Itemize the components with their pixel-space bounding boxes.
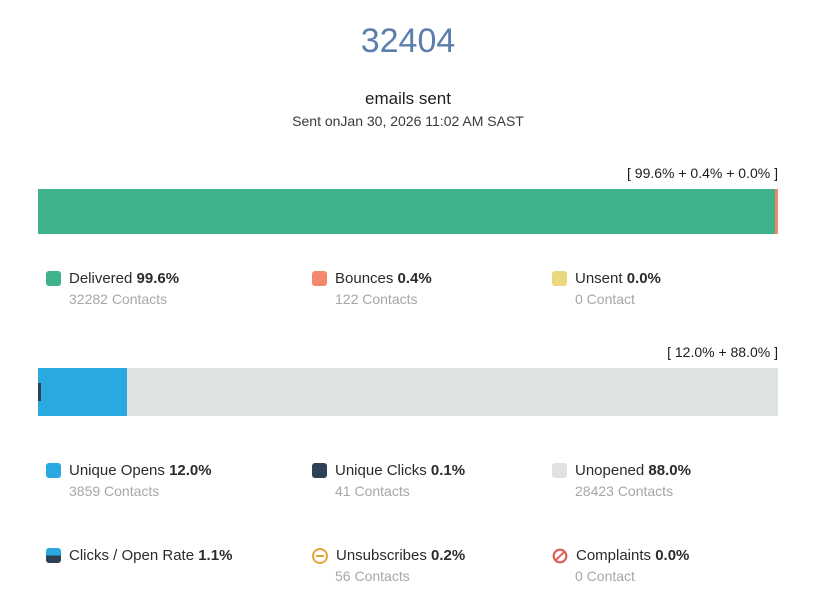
legend-contacts: 0 Contact [575, 568, 635, 584]
legend-item-unopened: Unopened 88.0% 28423 Contacts [552, 461, 778, 500]
legend-label: Unopened 88.0% [575, 462, 691, 479]
emails-sent-total: 32404 [360, 22, 456, 60]
legend-label: Complaints 0.0% [576, 547, 690, 564]
legend-label: Unsubscribes 0.2% [336, 547, 466, 564]
rates-legend: Clicks / Open Rate 1.1% Unsubscribes 0.2… [46, 546, 778, 585]
legend-item-unsubscribes: Unsubscribes 0.2% 56 Contacts [312, 546, 552, 585]
unopened-swatch-icon [552, 463, 567, 478]
legend-contacts: 41 Contacts [335, 483, 410, 499]
legend-contacts: 3859 Contacts [69, 483, 160, 499]
legend-label: Unique Opens 12.0% [69, 462, 212, 479]
sent-on-timestamp: Sent onJan 30, 2026 11:02 AM SAST [292, 113, 524, 129]
unique-opens-swatch-icon [46, 463, 61, 478]
engagement-stacked-bar [38, 368, 778, 416]
legend-label: Bounces 0.4% [335, 270, 432, 287]
legend-item-unsent: Unsent 0.0% 0 Contact [552, 269, 778, 308]
legend-item-delivered: Delivered 99.6% 32282 Contacts [46, 269, 312, 308]
legend-label: Unique Clicks 0.1% [335, 462, 466, 479]
clicks-open-rate-icon [46, 548, 61, 563]
engagement-bar-annotation: [ 12.0% + 88.0% ] [667, 344, 778, 360]
unsubscribes-minus-circle-icon [312, 547, 328, 564]
bar-segment-bounces [775, 189, 778, 234]
bar-segment-delivered [38, 189, 776, 234]
legend-label: Delivered 99.6% [69, 270, 180, 287]
legend-contacts: 0 Contact [575, 291, 635, 307]
campaign-header: 32404 emails sent Sent onJan 30, 2026 11… [38, 0, 778, 130]
unique-clicks-swatch-icon [312, 463, 327, 478]
emails-sent-label: emails sent [365, 89, 451, 108]
bar-segment-unique-opens [38, 368, 127, 416]
legend-label: Unsent 0.0% [575, 270, 661, 287]
bar-segment-unopened [126, 368, 778, 416]
bar-segment-unique-clicks [38, 382, 41, 402]
delivery-bar-annotation: [ 99.6% + 0.4% + 0.0% ] [627, 165, 778, 181]
complaints-ban-icon [552, 548, 568, 563]
legend-contacts: 56 Contacts [335, 568, 410, 584]
legend-contacts: 32282 Contacts [69, 291, 168, 307]
legend-contacts: 28423 Contacts [575, 483, 674, 499]
delivered-swatch-icon [46, 271, 61, 286]
legend-item-complaints: Complaints 0.0% 0 Contact [552, 546, 778, 585]
legend-item-clicks-open-rate: Clicks / Open Rate 1.1% [46, 546, 312, 585]
legend-item-unique-clicks: Unique Clicks 0.1% 41 Contacts [312, 461, 552, 500]
legend-item-unique-opens: Unique Opens 12.0% 3859 Contacts [46, 461, 312, 500]
delivery-legend: Delivered 99.6% 32282 Contacts Bounces 0… [46, 269, 778, 308]
engagement-legend: Unique Opens 12.0% 3859 Contacts Unique … [46, 461, 778, 500]
delivery-stacked-bar [38, 189, 778, 234]
bounces-swatch-icon [312, 271, 327, 286]
unsent-swatch-icon [552, 271, 567, 286]
legend-contacts: 122 Contacts [335, 291, 418, 307]
legend-item-bounces: Bounces 0.4% 122 Contacts [312, 269, 552, 308]
legend-label: Clicks / Open Rate 1.1% [69, 547, 233, 564]
email-campaign-stats-panel: 32404 emails sent Sent onJan 30, 2026 11… [38, 0, 778, 585]
